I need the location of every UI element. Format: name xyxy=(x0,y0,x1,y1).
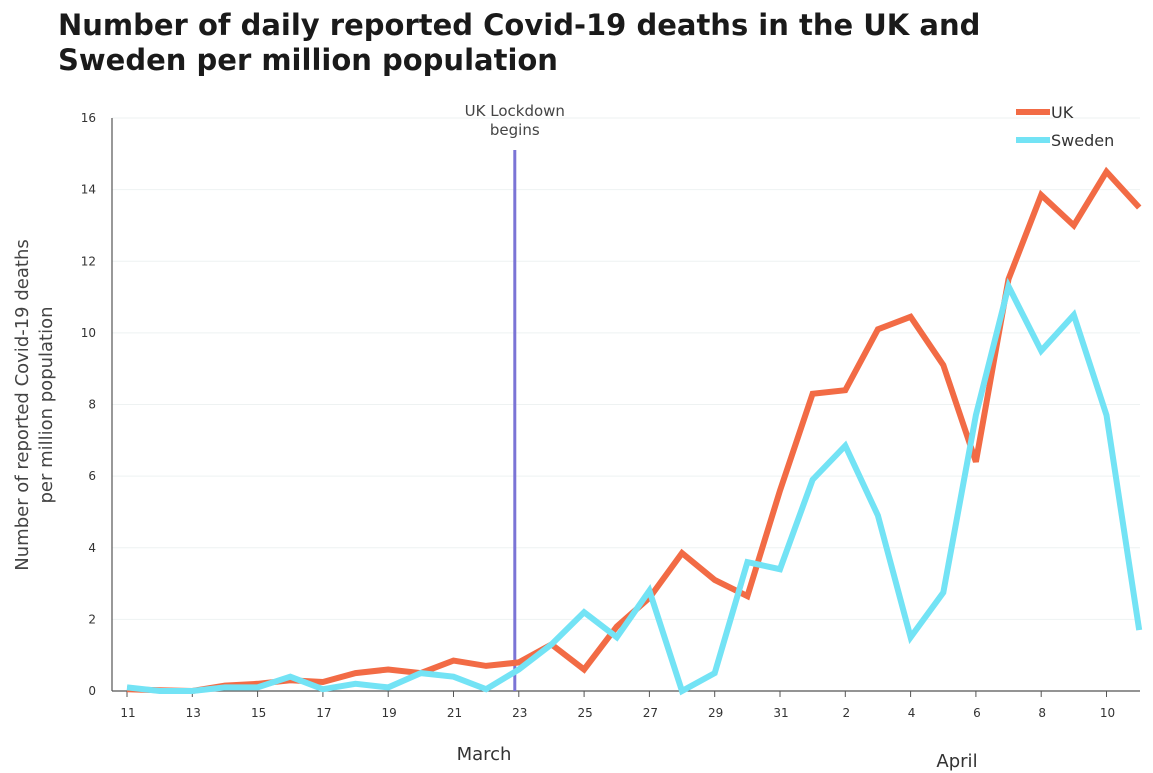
y-tick-label: 14 xyxy=(81,183,96,197)
x-tick-label: 11 xyxy=(120,706,135,720)
month-label-march: March xyxy=(457,744,512,765)
x-tick-label: 4 xyxy=(908,706,916,720)
y-tick-label: 2 xyxy=(88,612,96,626)
x-tick-label: 2 xyxy=(842,706,850,720)
legend-label-sweden: Sweden xyxy=(1051,131,1114,150)
y-tick-label: 8 xyxy=(88,398,96,412)
x-tick-label: 29 xyxy=(708,706,723,720)
x-tick-label: 10 xyxy=(1100,706,1115,720)
y-tick-label: 0 xyxy=(88,684,96,698)
x-tick-label: 25 xyxy=(577,706,592,720)
y-tick-label: 16 xyxy=(81,111,96,125)
lockdown-label: UK Lockdown xyxy=(465,102,565,120)
x-tick-label: 31 xyxy=(773,706,788,720)
x-tick-label: 23 xyxy=(512,706,527,720)
y-axis-label: per million population xyxy=(36,306,57,503)
x-tick-label: 6 xyxy=(973,706,981,720)
y-tick-label: 10 xyxy=(81,326,96,340)
x-tick-label: 17 xyxy=(316,706,331,720)
x-tick-label: 19 xyxy=(382,706,397,720)
month-label-april: April xyxy=(936,751,977,772)
x-tick-label: 15 xyxy=(251,706,266,720)
y-tick-label: 4 xyxy=(88,541,96,555)
chart-title: Number of daily reported Covid-19 deaths… xyxy=(58,8,981,77)
x-tick-label: 27 xyxy=(643,706,658,720)
lockdown-label: begins xyxy=(490,121,540,139)
y-tick-label: 12 xyxy=(81,254,96,268)
x-tick-label: 8 xyxy=(1038,706,1046,720)
x-tick-label: 21 xyxy=(447,706,462,720)
y-axis-label: Number of reported Covid-19 deaths xyxy=(12,239,33,570)
legend-label-uk: UK xyxy=(1051,103,1074,122)
series-line-sweden xyxy=(126,277,1143,696)
y-tick-label: 6 xyxy=(88,469,96,483)
x-tick-label: 13 xyxy=(186,706,201,720)
